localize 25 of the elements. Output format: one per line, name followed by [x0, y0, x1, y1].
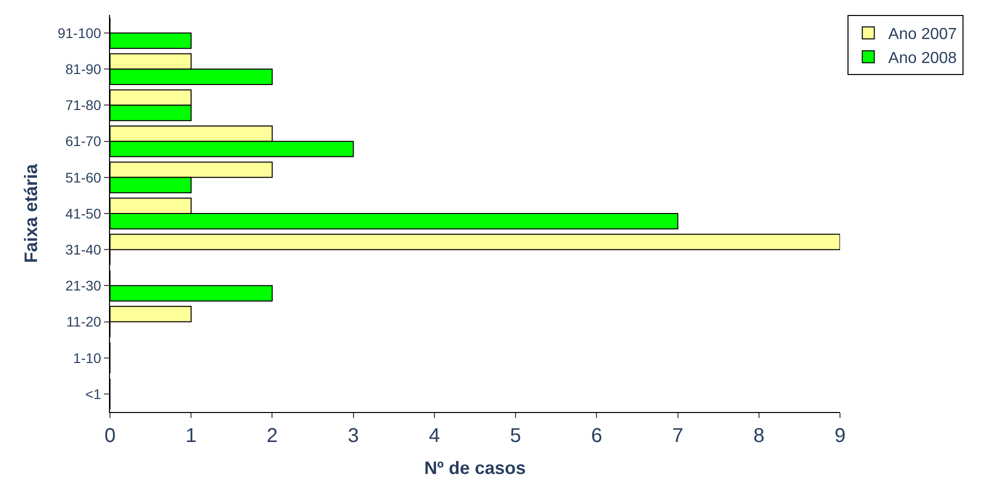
- y-tick-label: 1-10: [73, 350, 102, 366]
- x-axis-title: Nº de casos: [424, 458, 526, 478]
- x-tick-label: 0: [104, 425, 116, 447]
- x-tick-label: 8: [753, 425, 764, 447]
- x-tick-label: 5: [510, 425, 522, 447]
- y-axis-title: Faixa etária: [20, 162, 41, 264]
- legend-label: Ano 2007: [888, 26, 957, 44]
- y-tick-label: 81-90: [65, 61, 102, 78]
- y-tick-label: 31-40: [65, 241, 102, 258]
- x-tick-label: 9: [834, 425, 846, 447]
- y-tick-label: 61-70: [65, 133, 102, 150]
- y-tick-label: 21-30: [65, 278, 102, 294]
- x-tick-label: 4: [428, 425, 440, 447]
- y-tick-label: 71-80: [65, 97, 102, 114]
- y-tick-label: 41-50: [65, 205, 102, 222]
- y-tick-label: 11-20: [66, 314, 102, 330]
- x-tick-label: 7: [672, 425, 684, 447]
- x-tick-label: 1: [186, 425, 197, 447]
- x-tick-label: 2: [266, 425, 278, 447]
- x-tick-label: 3: [348, 425, 359, 447]
- y-tick-label: <1: [85, 386, 102, 402]
- y-tick-label: 91-100: [58, 24, 102, 41]
- legend-label: Ano 2008: [888, 50, 957, 67]
- y-tick-label: 51-60: [65, 169, 102, 186]
- x-tick-label: 6: [591, 425, 602, 447]
